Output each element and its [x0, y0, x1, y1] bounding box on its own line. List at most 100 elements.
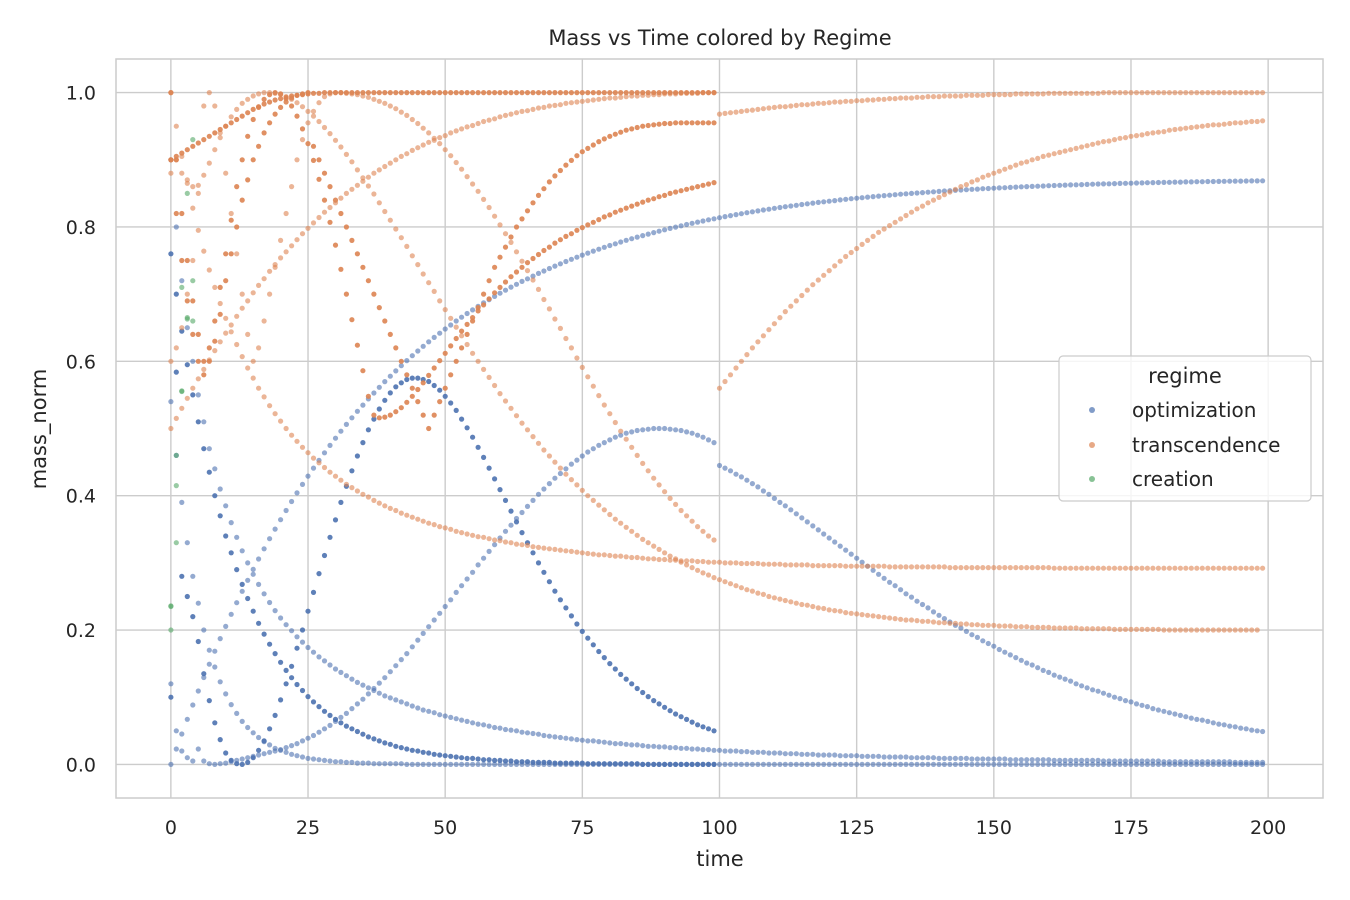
point-transcendence: [256, 282, 262, 288]
point-transcendence: [365, 278, 371, 284]
point-optimization: [201, 671, 207, 677]
point-optimization: [442, 393, 448, 399]
point-transcendence: [1216, 122, 1222, 128]
point-transcendence: [382, 163, 388, 170]
point-optimization: [1144, 704, 1150, 710]
point-transcendence: [563, 335, 569, 342]
point-transcendence: [420, 380, 426, 386]
point-transcendence: [223, 278, 229, 284]
point-optimization: [206, 698, 212, 704]
y-tick-label: 0.4: [66, 486, 96, 508]
point-transcendence: [1122, 565, 1129, 571]
point-transcendence: [267, 291, 273, 297]
point-transcendence: [486, 117, 492, 123]
point-optimization: [502, 497, 509, 503]
point-optimization: [1106, 761, 1112, 768]
point-transcendence: [843, 563, 849, 569]
point-optimization: [256, 620, 262, 626]
point-transcendence: [1227, 90, 1233, 96]
point-transcendence: [1254, 565, 1260, 571]
point-optimization: [212, 648, 218, 654]
point-transcendence: [1205, 565, 1211, 571]
point-transcendence: [349, 317, 355, 323]
point-optimization: [705, 761, 712, 768]
point-transcendence: [354, 90, 360, 96]
point-transcendence: [173, 415, 179, 421]
point-optimization: [1139, 761, 1145, 768]
point-optimization: [716, 215, 723, 221]
point-optimization: [766, 761, 772, 768]
point-transcendence: [1057, 149, 1063, 155]
point-transcendence: [969, 92, 975, 98]
point-transcendence: [327, 184, 333, 190]
point-transcendence: [541, 186, 547, 192]
point-creation: [179, 284, 185, 290]
point-optimization: [667, 745, 673, 751]
point-optimization: [1122, 180, 1129, 186]
point-optimization: [925, 761, 931, 768]
point-optimization: [1084, 757, 1090, 764]
point-optimization: [470, 307, 476, 313]
point-creation: [179, 388, 185, 394]
point-optimization: [239, 548, 245, 554]
point-optimization: [453, 761, 459, 768]
point-optimization: [804, 751, 810, 757]
point-transcendence: [557, 90, 564, 96]
point-optimization: [349, 726, 355, 732]
point-transcendence: [673, 189, 679, 195]
point-transcendence: [508, 111, 514, 117]
point-optimization: [991, 185, 997, 191]
point-optimization: [804, 761, 810, 768]
point-transcendence: [168, 358, 174, 364]
point-optimization: [1018, 657, 1024, 663]
point-transcendence: [733, 583, 739, 589]
point-optimization: [250, 571, 256, 577]
point-optimization: [607, 740, 613, 746]
point-transcendence: [1051, 151, 1057, 157]
point-transcendence: [1205, 122, 1211, 129]
point-optimization: [470, 569, 476, 575]
point-transcendence: [201, 372, 207, 378]
point-optimization: [590, 248, 596, 254]
point-optimization: [409, 761, 415, 768]
point-optimization: [1216, 761, 1222, 768]
point-optimization: [217, 737, 223, 743]
point-transcendence: [865, 237, 871, 243]
point-optimization: [1090, 761, 1096, 768]
point-transcendence: [206, 358, 212, 364]
point-optimization: [338, 428, 344, 434]
point-creation: [184, 316, 190, 322]
point-optimization: [1090, 687, 1096, 693]
point-optimization: [442, 326, 448, 332]
point-transcendence: [415, 516, 421, 522]
point-optimization: [700, 747, 706, 753]
point-optimization: [310, 465, 317, 471]
point-transcendence: [563, 548, 569, 554]
point-optimization: [618, 432, 624, 438]
point-optimization: [1090, 181, 1096, 187]
point-optimization: [892, 754, 898, 760]
point-optimization: [1133, 701, 1140, 707]
point-transcendence: [475, 305, 481, 311]
point-optimization: [459, 314, 465, 320]
point-transcendence: [1095, 90, 1101, 96]
point-optimization: [958, 755, 964, 762]
point-transcendence: [854, 245, 860, 252]
point-optimization: [557, 597, 564, 603]
point-transcendence: [519, 258, 525, 264]
point-optimization: [354, 453, 360, 459]
point-optimization: [245, 577, 251, 583]
point-transcendence: [481, 196, 487, 202]
point-optimization: [848, 551, 854, 557]
point-transcendence: [426, 520, 432, 526]
point-transcendence: [1139, 626, 1145, 633]
point-transcendence: [310, 220, 317, 226]
point-optimization: [876, 761, 882, 768]
point-transcendence: [1177, 627, 1183, 633]
point-transcendence: [365, 174, 371, 180]
point-transcendence: [1079, 626, 1085, 632]
point-transcendence: [557, 325, 564, 331]
point-transcendence: [332, 197, 339, 203]
point-optimization: [651, 425, 657, 432]
point-transcendence: [1084, 90, 1090, 96]
